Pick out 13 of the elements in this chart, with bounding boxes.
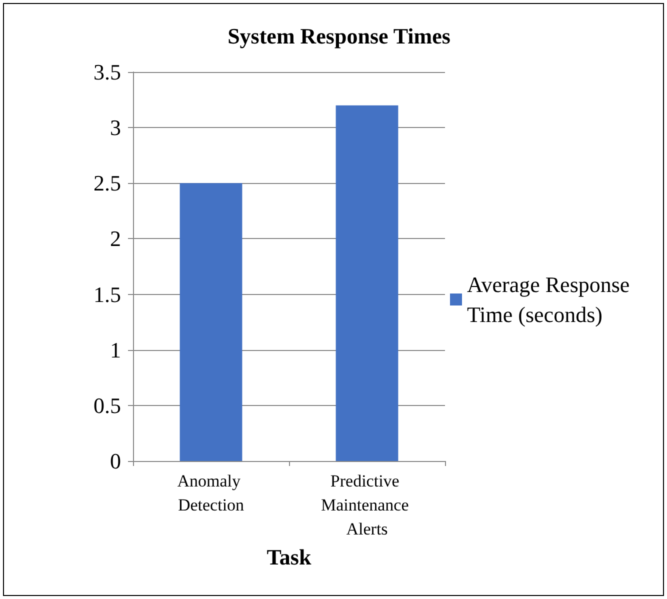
y-tick-label: 3 (110, 115, 121, 140)
y-tick-label: 0.5 (94, 392, 121, 418)
x-tick-label: Predictive Maintenance Alerts (320, 472, 414, 538)
y-tick-label: 3.5 (94, 60, 121, 84)
y-tick-label: 2 (110, 226, 121, 252)
chart-title: System Response Times (228, 24, 451, 48)
y-tick-label: 1.5 (94, 282, 121, 307)
legend-label: Average Response Time (seconds) (467, 272, 636, 327)
y-tick-label: 0 (110, 448, 121, 474)
y-tick-label: 1 (110, 337, 121, 362)
x-axis-title: Task (266, 544, 312, 570)
x-tick-label: Anomaly Detection (177, 472, 245, 514)
y-tick-label: 2.5 (94, 170, 121, 196)
